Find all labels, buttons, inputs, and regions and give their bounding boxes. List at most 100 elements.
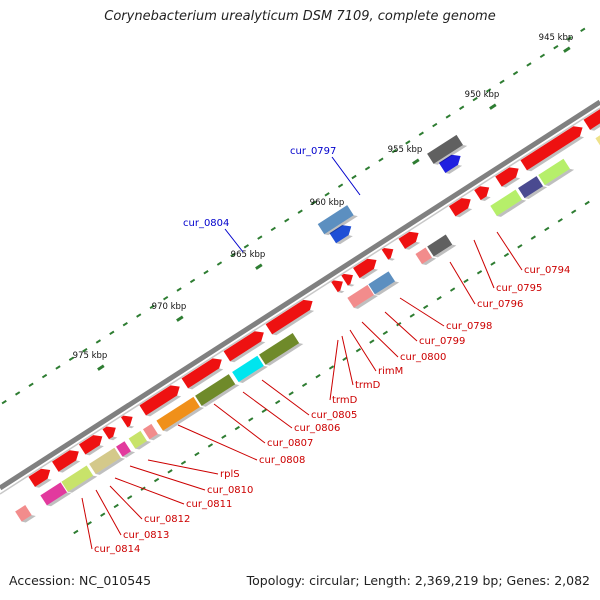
minor-tick [176,287,182,292]
gene-inner-13 [398,231,421,250]
gene-inner-11-shadow [359,268,379,279]
minor-tick [526,62,532,67]
minor-tick [275,399,281,405]
gene-inner-11-shape [353,258,377,279]
gene-label-red: cur_0811 [186,499,232,510]
gene-box-14-shape [427,234,453,257]
label-leader [331,156,361,196]
gene-inner-18-shadow [590,111,600,131]
gene-cur-0797-a-shadow [445,164,463,174]
major-tick [97,364,105,371]
label-leader [496,231,523,271]
gene-inner-1 [52,450,81,473]
minor-tick [539,53,546,59]
gene-inner-6-shape [181,358,222,389]
gene-inner-3 [102,426,118,441]
minor-tick [163,296,169,301]
gene-inner-2-shape [78,435,103,455]
gene-label-red: cur_0812 [144,514,190,525]
gene-inner-17-shape [520,126,583,171]
minor-tick [391,148,398,154]
gene-box-11 [347,284,379,309]
gene-box-10-shadow [265,343,304,366]
minor-tick [149,304,155,310]
gene-inner-7-shadow [230,341,266,363]
gene-inner-8-shadow [272,309,315,336]
gene-inner-6-shadow [188,368,224,390]
minor-tick [584,200,590,206]
minor-tick [288,391,294,396]
label-leader [95,489,122,536]
gene-inner-2-shadow [85,445,104,456]
gene-label-red: rimM [378,366,403,377]
minor-tick [122,321,128,327]
minor-tick [328,365,335,370]
gene-inner-5-shadow [145,395,182,417]
gene-box-12 [368,271,400,296]
gene-cur-0804-a-shape [329,225,352,244]
gene-box-9-shape [232,355,264,383]
minor-tick [127,495,133,500]
gene-box-17-shadow [544,168,575,187]
gene-label-red: rplS [220,469,240,480]
minor-tick [73,529,79,535]
minor-tick [342,356,348,362]
minor-tick [248,417,254,422]
gene-inner-12-shape [381,247,394,260]
minor-tick [261,408,267,413]
gene-inner-5-shape [139,385,180,416]
minor-tick [351,174,357,180]
gene-box-0-shape [15,505,32,522]
gene-label-red: trmD [332,395,358,406]
gene-box-10-shape [259,333,300,365]
minor-tick [337,183,344,188]
gene-inner-6 [181,358,224,390]
gene-cur-0797-a-shape [438,154,461,173]
minor-tick [95,339,102,344]
gene-box-14 [427,234,457,258]
gene-box-5-shape [128,430,147,449]
backbone-shadow [0,107,600,495]
gene-label-red: cur_0813 [123,530,169,541]
minor-tick [449,287,456,292]
minor-tick [544,226,550,232]
minor-tick [566,36,572,41]
gene-inner-1-shape [52,450,79,472]
gene-inner-12 [381,247,395,261]
minor-tick [311,200,317,206]
gene-box-6-shape [142,423,158,440]
minor-tick [553,44,559,50]
gene-box-5-shadow [135,441,152,450]
gene-label-red: cur_0794 [524,265,570,276]
minor-tick [378,157,384,162]
gene-inner-4-shadow [127,425,135,429]
label-leader [81,497,93,550]
label-leader [224,228,244,253]
gene-box-17 [538,158,575,187]
gene-box-2 [61,465,98,493]
gene-box-16-shadow [524,186,548,199]
gene-box-11-shadow [353,294,379,309]
tick-label: 965 kbp [231,250,266,260]
tick-label: 960 kbp [310,198,345,208]
gene-inner-17-shadow [526,136,585,172]
minor-tick [445,114,451,119]
gene-cur-0804-a-shadow [336,235,353,245]
minor-tick [55,365,61,370]
gene-box-17-shape [538,158,570,186]
gene-inner-4-shape [120,415,133,428]
gene-box-6 [142,423,163,441]
gene-inner-11 [353,258,379,279]
minor-tick [580,27,586,33]
gene-box-9 [232,355,268,383]
minor-tick [297,209,303,214]
tick-label: 950 kbp [465,90,500,100]
minor-tick [100,512,106,517]
minor-tick [203,270,209,275]
gene-inner-3-shadow [108,436,118,441]
gene-box-4-shadow [122,451,136,458]
gene-cur-0797-b-shape [427,134,464,164]
label-leader [114,477,185,505]
gene-box-13-shadow [421,257,437,266]
